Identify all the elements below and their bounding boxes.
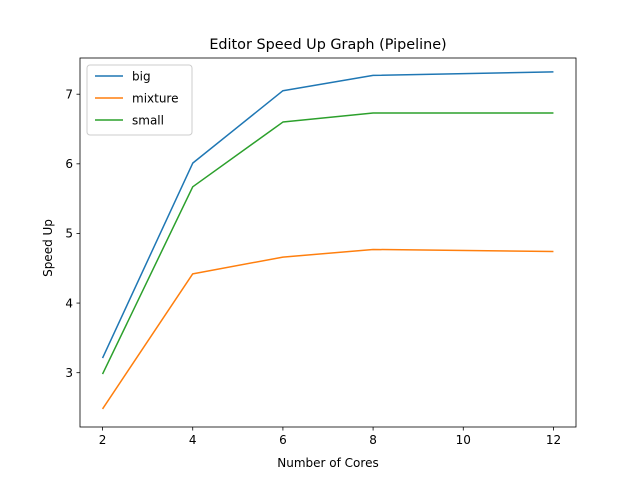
chart-title: Editor Speed Up Graph (Pipeline) (209, 37, 446, 53)
y-tick-label: 3 (65, 366, 73, 380)
series-line-big (101, 71, 554, 359)
y-tick-label: 5 (65, 227, 73, 241)
x-tick-label: 12 (546, 433, 561, 447)
series-line-small (101, 112, 554, 375)
y-tick-label: 4 (65, 296, 73, 310)
x-tick-label: 10 (456, 433, 471, 447)
x-tick-label: 4 (189, 433, 197, 447)
y-axis-label: Speed Up (41, 219, 55, 277)
x-tick-label: 8 (369, 433, 377, 447)
plot-area: 2 4 6 8 10 12 3 4 5 6 7 (65, 57, 577, 447)
axes-frame (79, 57, 577, 428)
y-tick-label: 6 (65, 157, 73, 171)
legend-label: mixture (132, 91, 179, 105)
x-axis-label: Number of Cores (277, 456, 378, 470)
legend-label: small (132, 113, 164, 127)
legend: big mixture small (86, 64, 193, 136)
legend-label: big (132, 69, 151, 83)
legend-box (86, 64, 193, 136)
series-line-mixture (101, 248, 554, 410)
x-tick-label: 6 (279, 433, 287, 447)
x-tick-label: 2 (99, 433, 107, 447)
y-tick-label: 7 (65, 88, 73, 102)
